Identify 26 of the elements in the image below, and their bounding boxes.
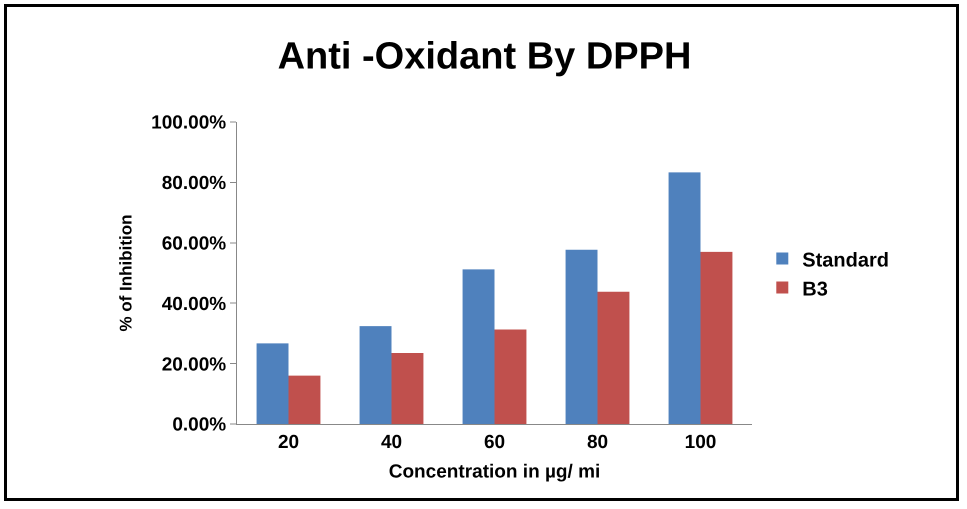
x-tick-label: 60	[484, 432, 506, 453]
bar	[288, 376, 320, 424]
y-tick-label: 0.00%	[172, 414, 226, 436]
y-tick-label: 80.00%	[162, 173, 226, 194]
x-tick-label: 20	[278, 432, 300, 453]
y-tick-label: 100.00%	[151, 112, 226, 134]
y-tick-label: 40.00%	[162, 294, 226, 315]
bar	[392, 353, 424, 424]
legend-label: Standard	[802, 249, 889, 272]
chart-title: Anti -Oxidant By DPPH	[278, 35, 692, 78]
bar	[462, 269, 494, 424]
y-tick-label: 60.00%	[162, 233, 226, 254]
x-tick-label: 40	[380, 432, 402, 453]
x-tick-label: 100	[684, 432, 716, 453]
legend-label: B3	[802, 278, 828, 300]
bar	[598, 292, 630, 424]
bar	[360, 326, 392, 424]
bar	[256, 343, 288, 424]
x-tick-label: 80	[586, 432, 608, 453]
bar	[566, 250, 598, 424]
bar	[494, 329, 526, 424]
y-tick-label: 20.00%	[162, 354, 226, 376]
y-axis-title: % of Inhibition	[116, 214, 136, 332]
bar	[700, 252, 732, 424]
x-axis-title: Concentration in µg/ mi	[388, 462, 600, 483]
bar	[668, 172, 700, 424]
